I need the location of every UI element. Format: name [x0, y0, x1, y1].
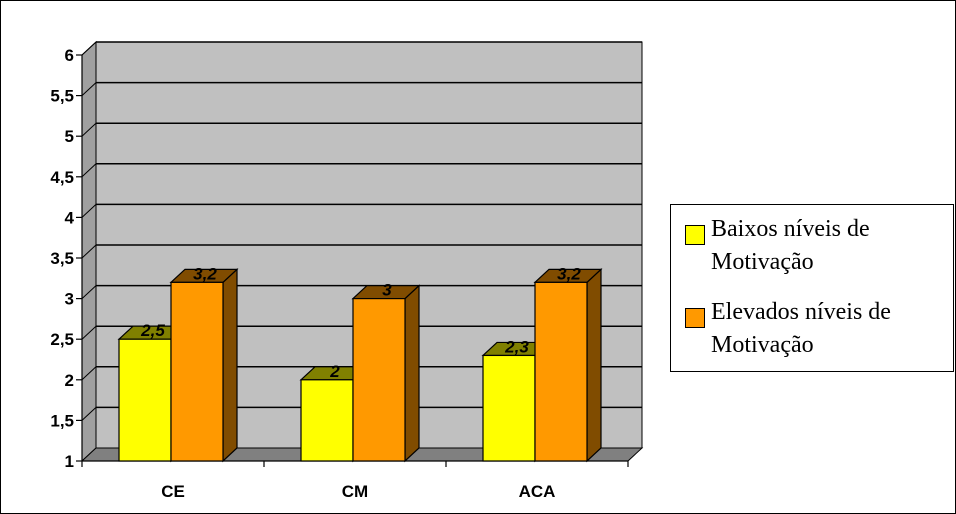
data-labels: 2,5 3,2 2 3 2,3 3,2: [140, 264, 581, 380]
x-tick-label: CM: [342, 482, 368, 501]
bar: [170, 281, 224, 462]
gridline-side: [81, 122, 97, 137]
legend-item-low: Baixos níveis de Motivação: [681, 213, 953, 279]
y-tick-label: 3: [65, 290, 74, 309]
y-tick-label: 4,5: [50, 168, 74, 187]
y-tick-label: 1: [65, 452, 74, 471]
bar: [352, 298, 406, 462]
bar: [118, 338, 172, 462]
data-label: 2: [329, 362, 340, 381]
bar: [534, 281, 588, 462]
y-tick-label: 3,5: [50, 249, 74, 268]
y-tick-label: 2,5: [50, 330, 74, 349]
legend-label-high: Elevados níveis de Motivação: [711, 299, 891, 358]
legend: Baixos níveis de Motivação Elevados níve…: [670, 204, 954, 372]
y-axis-ticks: 1 1,5 2 2,5 3 3,5 4 4,5 5 5,5 6: [50, 46, 82, 471]
bar: [482, 354, 536, 462]
data-label: 2,5: [140, 321, 165, 340]
gridline-side: [81, 244, 97, 259]
data-label: 2,3: [504, 337, 529, 356]
y-tick-label: 2: [65, 371, 74, 390]
gridline-side: [81, 366, 97, 381]
bar-side: [222, 267, 238, 463]
legend-swatch-low: [685, 225, 705, 245]
gridline-side: [81, 82, 97, 96]
bar-side: [586, 267, 602, 463]
bar-side: [404, 284, 420, 463]
y-tick-label: 6: [65, 46, 74, 65]
bar: [300, 379, 354, 462]
x-tick-label: CE: [161, 482, 185, 501]
y-tick-label: 5,5: [50, 87, 74, 106]
data-label: 3,2: [193, 264, 217, 283]
legend-item-high: Elevados níveis de Motivação: [681, 296, 953, 362]
gridline-side: [81, 163, 97, 178]
legend-label-low: Baixos níveis de Motivação: [711, 216, 870, 275]
gridline-side: [81, 41, 97, 56]
data-label: 3,2: [557, 264, 581, 283]
gridline-side: [81, 204, 97, 218]
y-tick-label: 5: [65, 127, 74, 146]
y-tick-label: 4: [65, 208, 75, 227]
gridline-side: [81, 285, 97, 299]
gridline-side: [81, 407, 97, 421]
x-axis-labels: CE CM ACA: [81, 461, 629, 501]
legend-swatch-high: [685, 308, 705, 328]
data-label: 3: [382, 281, 392, 300]
x-tick-label: ACA: [519, 482, 556, 501]
gridline-side: [81, 325, 97, 340]
y-tick-label: 1,5: [50, 411, 74, 430]
bars: [117, 267, 603, 463]
